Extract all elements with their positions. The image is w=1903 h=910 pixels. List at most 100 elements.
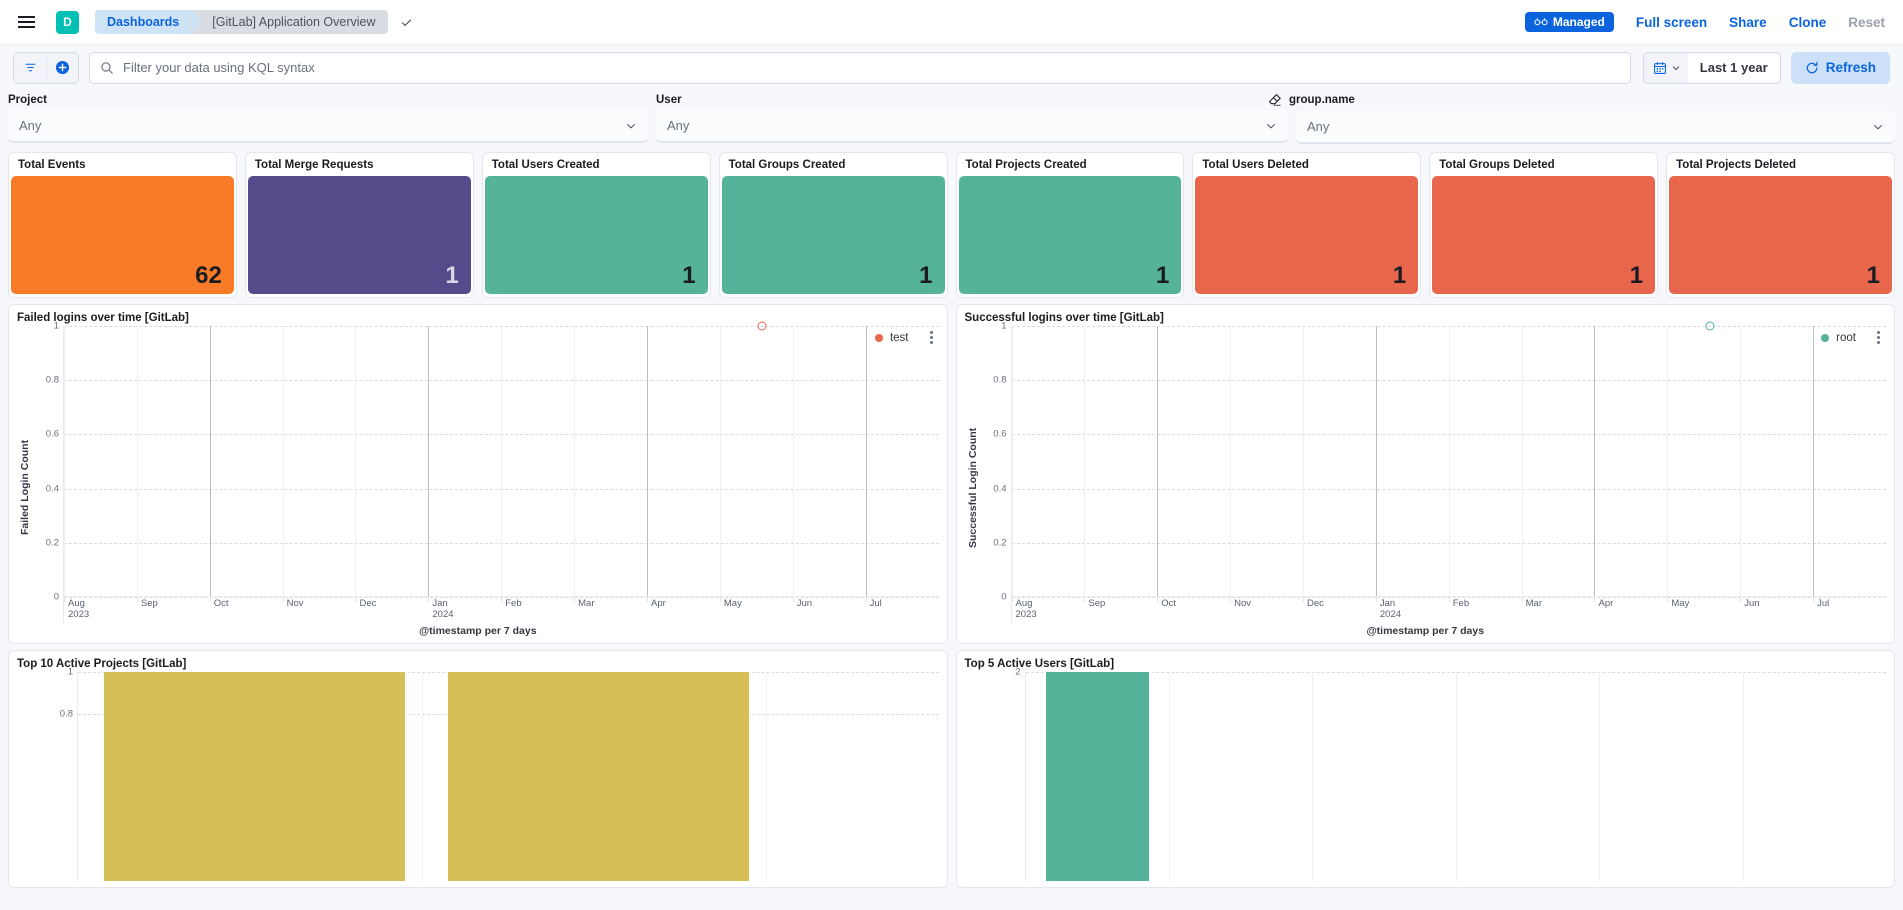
- metric-tile-value: 1: [1629, 262, 1644, 289]
- x-axis-labels: Aug 2023 Sep Oct Nov Dec Jan 2024 Feb Mar Apr May Ju…: [1011, 597, 1887, 623]
- hamburger-menu-icon[interactable]: [10, 6, 42, 38]
- refresh-button[interactable]: Refresh: [1790, 51, 1890, 84]
- date-range-value[interactable]: Last 1 year: [1699, 60, 1768, 75]
- metric-tile[interactable]: Total Groups Deleted 1: [1429, 152, 1659, 298]
- y-axis-label: Failed Login Count: [19, 439, 31, 536]
- clone-button[interactable]: Clone: [1788, 14, 1827, 30]
- y-axis-tick-label: 0: [53, 591, 59, 603]
- metric-tile-title: Total Merge Requests: [254, 159, 374, 171]
- y-axis-ticks: 0.8 1: [17, 667, 77, 881]
- x-axis-tick-label: Jul: [1817, 598, 1830, 609]
- panel-context-menu-icon[interactable]: [929, 331, 933, 344]
- data-point-marker[interactable]: [1705, 321, 1715, 331]
- y-axis-tick-label: 1: [1001, 320, 1007, 332]
- add-circle-icon[interactable]: [46, 52, 78, 83]
- metric-tile-body: 62: [11, 176, 234, 294]
- x-axis-tick-label: May: [723, 598, 742, 609]
- legend[interactable]: root: [1821, 332, 1856, 344]
- metric-tile-body: 1: [958, 176, 1182, 294]
- chart-top-users: 2: [965, 667, 1886, 881]
- check-icon[interactable]: [400, 16, 413, 29]
- plot-area: [77, 672, 939, 881]
- query-bar: Last 1 year Refresh: [0, 45, 1903, 90]
- user-dropdown[interactable]: Any: [656, 110, 1288, 142]
- x-axis-tick-label: Nov: [1234, 598, 1252, 609]
- metric-tile-title: Total Projects Created: [965, 159, 1087, 171]
- full-screen-button[interactable]: Full screen: [1635, 14, 1708, 30]
- panel-title: Top 10 Active Projects [GitLab]: [17, 658, 187, 670]
- share-button[interactable]: Share: [1729, 14, 1767, 30]
- panel-context-menu-icon[interactable]: [1877, 331, 1880, 344]
- y-axis-ticks: 2: [965, 667, 1025, 881]
- bar-chart-panels-row: Top 10 Active Projects [GitLab] 0.8 1 Top…: [0, 644, 1903, 888]
- x-axis-tick-label: Apr: [650, 598, 666, 609]
- line-chart-panels-row: Failed logins over time [GitLab] Failed …: [0, 298, 1903, 644]
- y-axis-tick-label: 1: [53, 320, 59, 332]
- x-axis-tick-label: Oct: [1161, 598, 1177, 609]
- metric-tile-value: 1: [682, 262, 696, 289]
- calendar-dropdown-button[interactable]: [1643, 52, 1688, 83]
- group-name-dropdown[interactable]: Any: [1296, 111, 1895, 143]
- date-range-picker[interactable]: Last 1 year: [1642, 51, 1781, 84]
- control-group-name-text: group.name: [1289, 94, 1355, 106]
- x-axis-tick-label: Feb: [1452, 598, 1470, 609]
- status-badge-managed[interactable]: Managed: [1524, 12, 1614, 32]
- control-project: Project Any: [8, 90, 648, 146]
- x-axis-tick-label: Jul: [869, 598, 882, 609]
- metric-tile[interactable]: Total Projects Deleted 1: [1666, 152, 1895, 298]
- metric-tile[interactable]: Total Merge Requests 1: [244, 152, 474, 298]
- x-axis-tick-label: Jun: [796, 598, 813, 609]
- chart-top-projects: 0.8 1: [17, 667, 939, 881]
- x-axis-tick-label: Aug 2023: [1015, 598, 1037, 620]
- y-axis-tick-label: 0.4: [45, 483, 59, 495]
- breadcrumb: Dashboards [GitLab] Application Overview: [95, 10, 413, 34]
- metric-tile-value: 1: [1156, 262, 1170, 289]
- metric-tile[interactable]: Total Events 62: [8, 152, 237, 298]
- legend[interactable]: test: [874, 332, 909, 344]
- x-axis-tick-label: Mar: [1525, 598, 1542, 609]
- plot-area: Aug 2023 Sep Oct Nov Dec Jan 2024 Feb Mar Apr May Ju…: [63, 321, 939, 623]
- plot-area: Aug 2023 Sep Oct Nov Dec Jan 2024 Feb Mar Apr May Ju…: [1010, 321, 1887, 623]
- panel-successful-logins: Successful logins over time [GitLab] Suc…: [955, 304, 1895, 644]
- search-bar[interactable]: [89, 51, 1631, 84]
- breadcrumb-dashboards[interactable]: Dashboards: [95, 10, 203, 34]
- y-axis-tick-label: 0.6: [993, 428, 1007, 440]
- bar[interactable]: [448, 672, 750, 881]
- filter-button-group: [13, 51, 79, 84]
- legend-color-dot: [1821, 334, 1830, 342]
- refresh-button-label: Refresh: [1825, 60, 1876, 75]
- panel-top-projects: Top 10 Active Projects [GitLab] 0.8 1: [8, 650, 948, 888]
- bar[interactable]: [1045, 672, 1149, 881]
- data-point-marker[interactable]: [757, 321, 767, 331]
- x-axis-tick-label: Aug 2023: [68, 598, 90, 620]
- chevron-down-icon: [1267, 123, 1275, 128]
- x-axis-tick-label: Feb: [505, 598, 522, 609]
- metric-tile-body: 1: [247, 176, 471, 294]
- x-axis-tick-label: Dec: [359, 598, 377, 609]
- space-avatar[interactable]: D: [56, 10, 79, 34]
- metric-tile[interactable]: Total Groups Created 1: [718, 152, 948, 298]
- breadcrumb-current-dashboard[interactable]: [GitLab] Application Overview: [190, 10, 388, 34]
- control-project-label: Project: [8, 94, 47, 106]
- search-icon: [101, 61, 113, 74]
- metric-tile[interactable]: Total Projects Created 1: [955, 152, 1185, 298]
- metric-tile[interactable]: Total Users Deleted 1: [1192, 152, 1422, 298]
- control-user-label: User: [656, 94, 682, 106]
- eraser-icon[interactable]: [1268, 93, 1282, 107]
- metric-tile[interactable]: Total Users Created 1: [481, 152, 711, 298]
- y-axis-tick-label: 1: [67, 666, 73, 678]
- top-actions: Managed Full screen Share Clone Reset: [1524, 12, 1885, 32]
- chevron-down-icon: [627, 123, 635, 128]
- reset-button[interactable]: Reset: [1848, 14, 1885, 30]
- metric-tile-value: 1: [445, 262, 459, 289]
- legend-label: test: [889, 332, 909, 344]
- filter-lines-icon[interactable]: [14, 52, 46, 83]
- bar[interactable]: [103, 672, 405, 881]
- project-dropdown[interactable]: Any: [8, 110, 648, 142]
- metric-tiles-row: Total Events 62 Total Merge Requests 1 Total…: [0, 146, 1903, 298]
- managed-badge-label: Managed: [1552, 15, 1605, 29]
- control-group-name-label: group.name: [1268, 93, 1895, 107]
- search-input[interactable]: [123, 60, 1620, 75]
- group-name-dropdown-value: Any: [1307, 119, 1330, 134]
- panel-title: Failed logins over time [GitLab]: [17, 312, 189, 324]
